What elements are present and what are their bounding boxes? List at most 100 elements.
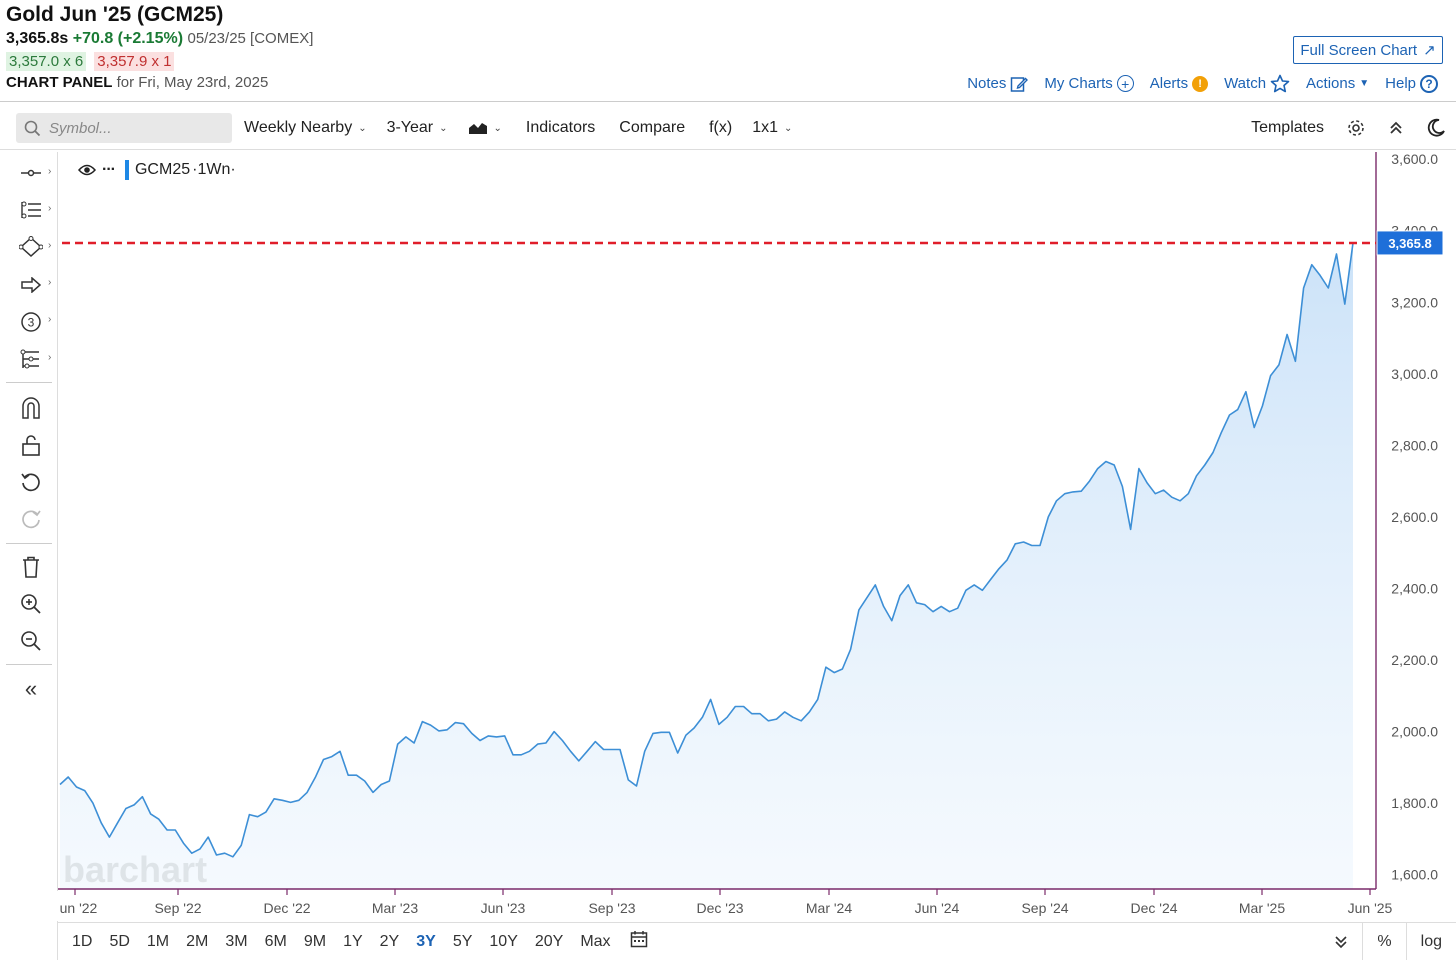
scale-options: % log bbox=[1320, 922, 1456, 960]
chart-panel-label: CHART PANEL bbox=[6, 74, 113, 91]
price-chart[interactable]: barchart 1,600.01,800.02,000.02,200.02,4… bbox=[0, 0, 1456, 922]
actions-menu[interactable]: Actions ▼ bbox=[1306, 75, 1369, 92]
percent-scale-toggle[interactable]: % bbox=[1362, 922, 1405, 960]
range-button-2m[interactable]: 2M bbox=[186, 932, 209, 950]
y-tick-label: 1,800.0 bbox=[1391, 795, 1438, 811]
x-tick-label: Mar '25 bbox=[1239, 900, 1285, 916]
x-tick-label: Jun '23 bbox=[481, 900, 526, 916]
last-price-badge bbox=[1376, 230, 1444, 256]
x-tick-label: Dec '23 bbox=[696, 900, 743, 916]
area-chart-icon bbox=[468, 123, 487, 134]
range-button-6m[interactable]: 6M bbox=[264, 932, 287, 950]
range-button-10y[interactable]: 10Y bbox=[489, 932, 518, 950]
counter-tool-icon[interactable]: 3 bbox=[18, 309, 44, 335]
bid-ask: 3,357.0 x 6 3,357.9 x 1 bbox=[6, 52, 313, 71]
arrow-tool-icon[interactable] bbox=[18, 272, 44, 298]
calendar-icon[interactable] bbox=[630, 930, 648, 953]
chart-toolbar: Symbol... Weekly Nearby ⌄ 3-Year ⌄ ⌄ Ind… bbox=[16, 111, 1446, 145]
legend-suffix: ·1Wn· bbox=[192, 161, 236, 178]
fibonacci-tool-icon[interactable] bbox=[18, 197, 44, 223]
compare-button[interactable]: Compare bbox=[619, 119, 686, 136]
edit-note-icon bbox=[1011, 76, 1029, 92]
quote-header: Gold Jun '25 (GCM25) 3,365.8s +70.8 (+2.… bbox=[6, 2, 313, 91]
more-options-icon[interactable]: ··· bbox=[102, 161, 116, 178]
zoom-out-icon[interactable] bbox=[18, 628, 44, 654]
range-button-9m[interactable]: 9M bbox=[303, 932, 327, 950]
last-price-badge-label: 3,365.8 bbox=[1388, 236, 1431, 251]
notes-button[interactable]: Notes bbox=[967, 75, 1029, 93]
range-bar: 1D 5D 1M 2M 3M 6M 9M 1Y 2Y 3Y 5Y 10Y 20Y Max % log bbox=[58, 922, 1456, 960]
quote-date-exchange: 05/23/25 [COMEX] bbox=[187, 30, 314, 47]
alert-exclamation-icon: ! bbox=[1192, 75, 1209, 92]
log-scale-toggle[interactable]: log bbox=[1405, 922, 1456, 960]
range-button-20y[interactable]: 20Y bbox=[534, 932, 564, 950]
symbol-search-input[interactable]: Symbol... bbox=[16, 113, 232, 143]
chevron-right-icon[interactable]: › bbox=[48, 240, 52, 251]
eye-icon[interactable] bbox=[78, 164, 96, 176]
toolbar-separator bbox=[6, 382, 52, 383]
watch-button[interactable]: Watch bbox=[1224, 74, 1290, 93]
price-area-fill bbox=[60, 242, 1353, 889]
function-button[interactable]: f(x) bbox=[709, 119, 733, 136]
undo-icon[interactable] bbox=[18, 469, 44, 495]
notes-label: Notes bbox=[967, 75, 1007, 92]
chart-type-dropdown[interactable]: ⌄ bbox=[468, 120, 502, 136]
measure-tool-icon[interactable] bbox=[18, 346, 44, 372]
chart-actions: Notes My Charts + Alerts ! Watch Actions… bbox=[967, 74, 1438, 93]
templates-button[interactable]: Templates bbox=[1251, 119, 1324, 136]
indicators-button[interactable]: Indicators bbox=[525, 119, 596, 136]
x-tick-label: Sep '24 bbox=[1021, 900, 1068, 916]
collapse-left-icon[interactable]: « bbox=[24, 676, 38, 701]
alerts-label: Alerts bbox=[1149, 75, 1189, 92]
range-button-3m[interactable]: 3M bbox=[225, 932, 248, 950]
chevron-right-icon[interactable]: › bbox=[48, 352, 52, 363]
period-label: 3-Year bbox=[386, 119, 434, 136]
x-tick-label: Mar '24 bbox=[806, 900, 852, 916]
price-line bbox=[59, 242, 1354, 858]
redo-icon[interactable] bbox=[18, 506, 44, 532]
layout-dropdown[interactable]: 1x1 ⌄ bbox=[752, 119, 792, 137]
chevron-right-icon[interactable]: › bbox=[48, 314, 52, 325]
quote-line: 3,365.8s +70.8 (+2.15%) 05/23/25 [COMEX] bbox=[6, 28, 313, 50]
lock-open-icon[interactable] bbox=[18, 432, 44, 458]
my-charts-button[interactable]: My Charts + bbox=[1044, 75, 1134, 92]
range-button-2y[interactable]: 2Y bbox=[379, 932, 400, 950]
help-button[interactable]: Help ? bbox=[1385, 74, 1438, 93]
ask-quote: 3,357.9 x 1 bbox=[94, 52, 175, 71]
trend-line-tool-icon[interactable] bbox=[18, 160, 44, 186]
bid-quote: 3,357.0 x 6 bbox=[6, 52, 87, 71]
x-tick-label: Dec '24 bbox=[1130, 900, 1177, 916]
gear-icon[interactable] bbox=[1346, 118, 1366, 138]
y-tick-label: 2,400.0 bbox=[1391, 580, 1438, 596]
price-change: +70.8 (+2.15%) bbox=[72, 30, 184, 47]
x-tick-label: Jun '24 bbox=[915, 900, 960, 916]
contract-roll-dropdown[interactable]: Weekly Nearby ⌄ bbox=[244, 119, 367, 137]
magnet-icon[interactable] bbox=[18, 395, 44, 421]
range-button-1y[interactable]: 1Y bbox=[343, 932, 363, 950]
y-tick-label: 3,600.0 bbox=[1391, 151, 1438, 167]
trash-icon[interactable] bbox=[18, 554, 44, 580]
range-button-5y[interactable]: 5Y bbox=[452, 932, 473, 950]
range-button-5d[interactable]: 5D bbox=[109, 932, 130, 950]
period-dropdown[interactable]: 3-Year ⌄ bbox=[387, 119, 448, 137]
chevron-down-icon: ⌄ bbox=[358, 122, 367, 134]
range-button-1d[interactable]: 1D bbox=[72, 932, 93, 950]
chevron-right-icon[interactable]: › bbox=[48, 277, 52, 288]
chevron-right-icon[interactable]: › bbox=[48, 203, 52, 214]
moon-icon[interactable] bbox=[1426, 118, 1446, 138]
actions-label: Actions bbox=[1306, 75, 1356, 92]
range-button-3y[interactable]: 3Y bbox=[416, 932, 436, 950]
alerts-button[interactable]: Alerts ! bbox=[1149, 75, 1209, 92]
chevron-right-icon[interactable]: › bbox=[48, 166, 52, 177]
full-screen-chart-button[interactable]: Full Screen Chart ↗ bbox=[1293, 36, 1443, 64]
shape-tool-icon[interactable] bbox=[18, 234, 44, 260]
zoom-in-icon[interactable] bbox=[18, 591, 44, 617]
collapse-up-icon[interactable] bbox=[1388, 120, 1404, 136]
range-button-1m[interactable]: 1M bbox=[146, 932, 170, 950]
header-divider bbox=[0, 101, 1456, 102]
chevron-down-icon: ⌄ bbox=[439, 122, 448, 134]
x-tick-label: Jun '25 bbox=[1348, 900, 1393, 916]
collapse-down-icon[interactable] bbox=[1320, 923, 1362, 960]
star-icon bbox=[1270, 74, 1290, 93]
range-button-max[interactable]: Max bbox=[580, 932, 611, 950]
